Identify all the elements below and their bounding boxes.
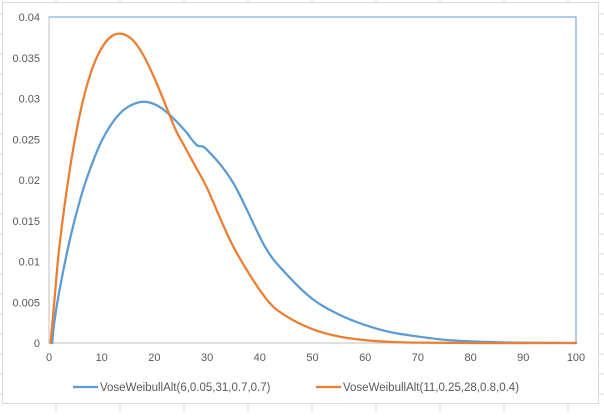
x-axis: 0 10 20 30 40 50 60 70 80 90 100 bbox=[46, 342, 585, 364]
legend-label: VoseWeibullAlt(6,0.05,31,0.7,0.7) bbox=[100, 382, 271, 394]
series-lines bbox=[49, 32, 578, 345]
legend-label: VoseWeibullAlt(11,0.25,28,0.8,0.4) bbox=[343, 382, 519, 394]
chart-area[interactable] bbox=[2, 2, 599, 404]
x-tick-label: 0 bbox=[46, 352, 52, 364]
y-tick-label: 0.025 bbox=[12, 134, 40, 146]
x-tick-label: 100 bbox=[567, 352, 585, 364]
series-line-1 bbox=[51, 100, 578, 345]
y-tick-label: 0.005 bbox=[12, 297, 40, 309]
legend-item-1[interactable]: VoseWeibullAlt(6,0.05,31,0.7,0.7) bbox=[73, 382, 271, 394]
y-tick-label: 0.02 bbox=[19, 175, 40, 187]
y-tick-label: 0 bbox=[34, 338, 40, 350]
y-tick-label: 0.015 bbox=[12, 216, 40, 228]
x-tick-label: 90 bbox=[517, 352, 529, 364]
plot-area-border bbox=[48, 16, 577, 344]
y-tick-label: 0.01 bbox=[19, 257, 40, 269]
y-tick-label: 0.04 bbox=[19, 12, 40, 24]
x-tick-label: 60 bbox=[359, 352, 371, 364]
x-tick-label: 80 bbox=[464, 352, 476, 364]
x-tick-label: 30 bbox=[201, 352, 213, 364]
x-tick-label: 50 bbox=[306, 352, 318, 364]
x-tick-label: 40 bbox=[254, 352, 266, 364]
x-tick-label: 20 bbox=[148, 352, 160, 364]
x-tick-label: 70 bbox=[412, 352, 424, 364]
y-tick-label: 0.035 bbox=[12, 53, 40, 65]
legend[interactable]: VoseWeibullAlt(6,0.05,31,0.7,0.7) VoseWei… bbox=[73, 382, 519, 394]
y-tick-label: 0.03 bbox=[19, 94, 40, 106]
series-line-2 bbox=[49, 32, 578, 345]
y-axis: 0 0.005 0.01 0.015 0.02 0.025 0.03 0.035 0.04 bbox=[12, 12, 50, 350]
legend-item-2[interactable]: VoseWeibullAlt(11,0.25,28,0.8,0.4) bbox=[316, 382, 519, 394]
x-tick-label: 10 bbox=[96, 352, 108, 364]
